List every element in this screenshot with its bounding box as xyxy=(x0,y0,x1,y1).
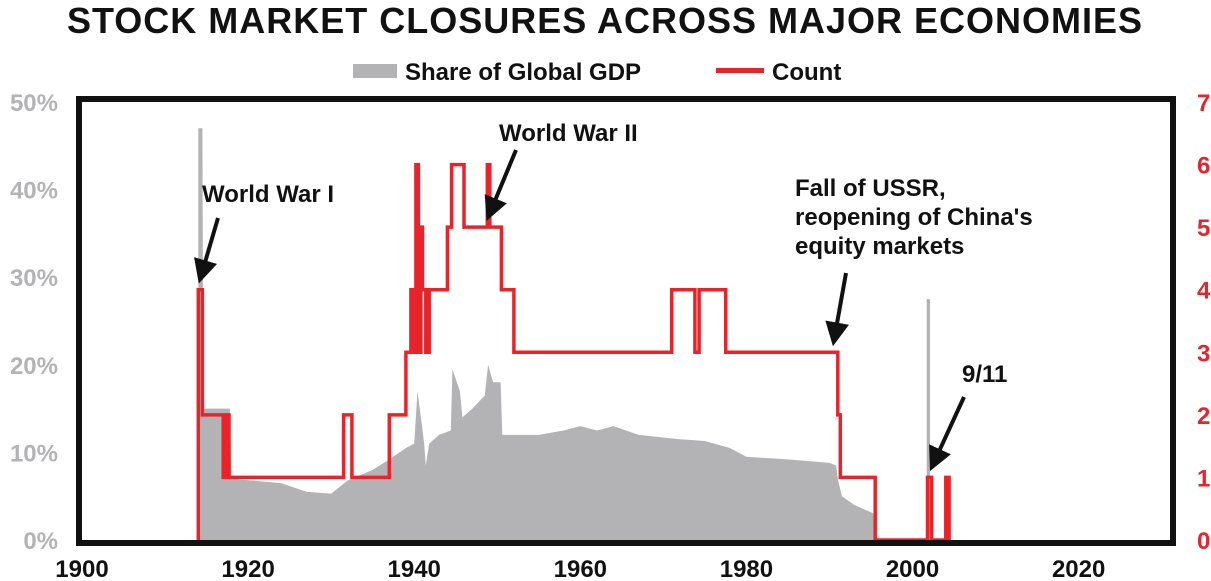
x-tick-label: 2000 xyxy=(886,556,939,581)
plot-frame xyxy=(76,96,1176,546)
legend-swatch-gdp xyxy=(353,64,397,78)
left-tick-label: 50% xyxy=(10,90,58,117)
left-tick-label: 40% xyxy=(10,178,58,205)
x-tick-label: 2020 xyxy=(1052,556,1105,581)
annotation-line: equity markets xyxy=(795,233,964,260)
legend-label-count: Count xyxy=(772,59,841,86)
right-tick-label: 1 xyxy=(1197,465,1210,492)
annotation-line: World War I xyxy=(202,181,334,208)
count-line xyxy=(196,162,951,542)
annotation-line: Fall of USSR, xyxy=(795,175,946,202)
right-tick-label: 2 xyxy=(1197,403,1210,430)
right-axis: 0 1 2 3 4 5 6 7 xyxy=(1197,90,1211,555)
annotation-arrow xyxy=(825,272,849,347)
annotation-arrow xyxy=(194,217,220,284)
annotation-label: World War I xyxy=(202,181,334,208)
right-tick-label: 7 xyxy=(1197,90,1210,117)
annotation-label: Fall of USSR, reopening of China's equity … xyxy=(795,175,1033,260)
x-tick-label: 1920 xyxy=(221,556,274,581)
x-tick-label: 1980 xyxy=(720,556,773,581)
right-tick-label: 0 xyxy=(1197,528,1210,555)
right-tick-label: 4 xyxy=(1197,278,1211,305)
annotation-label: 9/11 xyxy=(962,361,1007,388)
legend: Share of Global GDP Count xyxy=(353,59,841,86)
legend-swatch-count xyxy=(716,68,764,73)
x-axis: 1900 1920 1940 1960 1980 2000 2020 xyxy=(55,556,1105,581)
left-tick-label: 0% xyxy=(23,528,58,555)
annotation-line: 9/11 xyxy=(962,361,1007,388)
chart-title: STOCK MARKET CLOSURES ACROSS MAJOR ECONO… xyxy=(67,0,1143,41)
x-tick-label: 1960 xyxy=(554,556,607,581)
left-tick-label: 10% xyxy=(10,440,58,467)
annotations: World War I World War II Fall of USSR, reop… xyxy=(194,120,1033,472)
plot-area xyxy=(196,128,951,542)
annotation-line: World War II xyxy=(499,120,638,147)
right-tick-label: 6 xyxy=(1197,153,1210,180)
gdp-area-0 xyxy=(198,128,876,541)
annotation-arrow xyxy=(929,396,966,472)
x-tick-label: 1940 xyxy=(388,556,441,581)
left-tick-label: 30% xyxy=(10,265,58,292)
left-tick-label: 20% xyxy=(10,353,58,380)
annotation-arrow xyxy=(484,149,518,221)
annotation-label: World War II xyxy=(499,120,638,147)
right-tick-label: 5 xyxy=(1197,215,1210,242)
left-axis: 0% 10% 20% 30% 40% 50% xyxy=(10,90,58,555)
legend-label-gdp: Share of Global GDP xyxy=(405,59,641,86)
annotation-line: reopening of China's xyxy=(795,204,1033,231)
right-tick-label: 3 xyxy=(1197,340,1210,367)
x-tick-label: 1900 xyxy=(55,556,108,581)
